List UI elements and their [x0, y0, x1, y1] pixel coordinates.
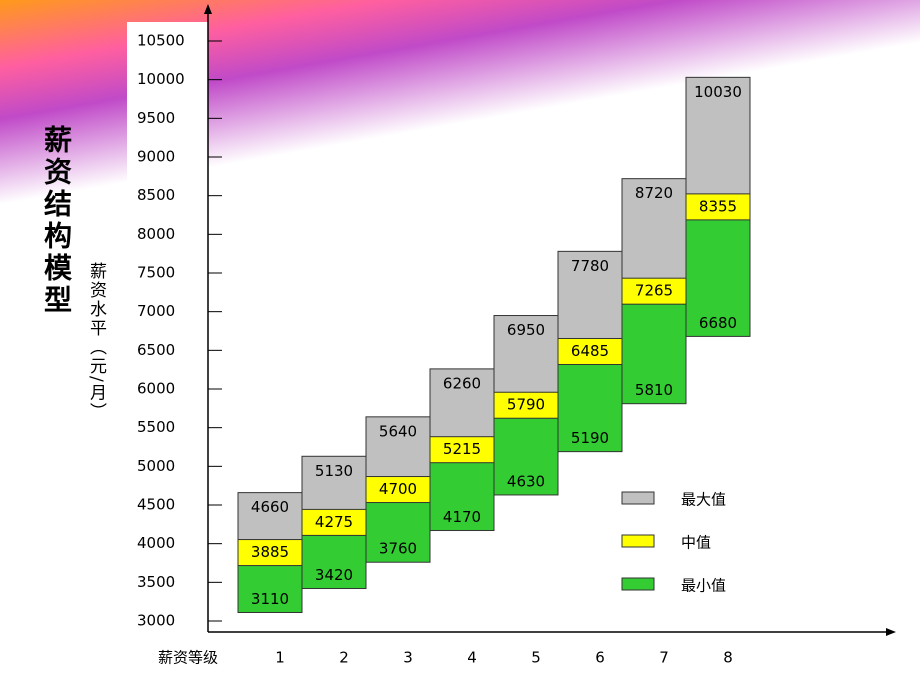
- max-label: 8720: [635, 184, 673, 202]
- min-label: 5190: [571, 429, 609, 447]
- mid-label: 5790: [507, 396, 545, 414]
- mid-band: [237, 539, 303, 567]
- legend-label: 中值: [681, 534, 711, 552]
- max-segment: [685, 76, 751, 208]
- mid-band: [301, 508, 367, 536]
- max-segment: [493, 315, 559, 406]
- chart-title: 薪资结构模型: [40, 125, 73, 317]
- y-tick-label: 10000: [137, 70, 185, 88]
- min-label: 4170: [443, 508, 481, 526]
- max-label: 7780: [571, 257, 609, 275]
- x-axis-arrow: [886, 628, 896, 636]
- mid-label: 8355: [699, 197, 737, 215]
- mid-band: [685, 193, 751, 221]
- y-tick-label: 4500: [137, 496, 175, 514]
- min-label: 5810: [635, 381, 673, 399]
- max-label: 10030: [694, 83, 742, 101]
- mid-label: 4275: [315, 513, 353, 531]
- legend-swatch: [621, 534, 655, 548]
- x-tick-label: 8: [723, 649, 733, 667]
- x-tick-label: 3: [403, 649, 413, 667]
- min-label: 4630: [507, 472, 545, 490]
- x-tick-label: 2: [339, 649, 349, 667]
- y-tick-label: 5500: [137, 418, 175, 436]
- mid-label: 3885: [251, 543, 289, 561]
- x-tick-label: 6: [595, 649, 605, 667]
- max-segment: [557, 250, 623, 352]
- min-label: 3420: [315, 566, 353, 584]
- x-tick-label: 1: [275, 649, 285, 667]
- min-label: 3760: [379, 540, 417, 558]
- min-segment: [557, 350, 623, 453]
- y-tick-label: 3500: [137, 573, 175, 591]
- mid-band: [621, 277, 687, 305]
- axis-panel: [127, 22, 208, 632]
- max-label: 4660: [251, 498, 289, 516]
- legend-label: 最大值: [681, 491, 726, 509]
- legend-label: 最小值: [681, 577, 726, 595]
- min-segment: [621, 290, 687, 405]
- min-segment: [685, 206, 751, 337]
- y-tick-label: 7500: [137, 264, 175, 282]
- mid-label: 6485: [571, 342, 609, 360]
- y-tick-label: 10500: [137, 32, 185, 50]
- max-label: 5640: [379, 422, 417, 440]
- y-tick-label: 5000: [137, 457, 175, 475]
- legend-swatch: [621, 577, 655, 591]
- max-label: 5130: [315, 462, 353, 480]
- min-label: 6680: [699, 314, 737, 332]
- y-tick-label: 9000: [137, 148, 175, 166]
- max-label: 6950: [507, 321, 545, 339]
- mid-label: 7265: [635, 282, 673, 300]
- mid-label: 4700: [379, 480, 417, 498]
- max-label: 6260: [443, 374, 481, 392]
- x-axis-label: 薪资等级: [158, 649, 218, 667]
- y-tick-label: 4000: [137, 534, 175, 552]
- y-tick-label: 6000: [137, 380, 175, 398]
- y-tick-label: 8500: [137, 186, 175, 204]
- x-tick-label: 5: [531, 649, 541, 667]
- x-tick-label: 4: [467, 649, 477, 667]
- mid-band: [429, 436, 495, 464]
- y-tick-label: 6500: [137, 341, 175, 359]
- y-axis-arrow: [204, 4, 212, 14]
- mid-label: 5215: [443, 440, 481, 458]
- min-label: 3110: [251, 590, 289, 608]
- mid-band: [493, 391, 559, 419]
- y-tick-label: 3000: [137, 612, 175, 630]
- y-tick-label: 9500: [137, 109, 175, 127]
- y-tick-label: 7000: [137, 302, 175, 320]
- y-axis-label: 薪资水平（元/月）: [86, 262, 107, 422]
- legend-swatch: [621, 491, 655, 505]
- mid-band: [365, 476, 431, 504]
- y-tick-label: 8000: [137, 225, 175, 243]
- min-segment: [493, 404, 559, 496]
- x-tick-label: 7: [659, 649, 669, 667]
